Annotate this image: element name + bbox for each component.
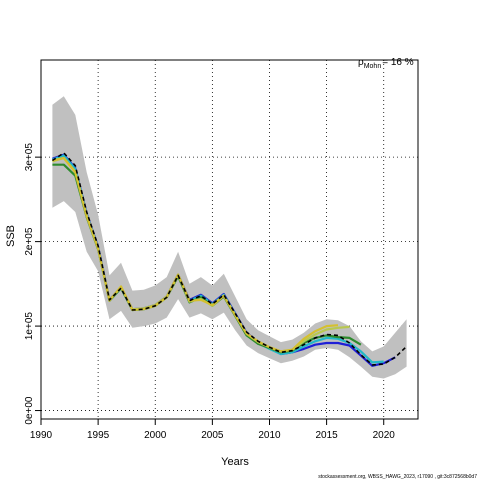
x-axis: 1990 1995 2000 2005 2010 2015 2020 (30, 419, 395, 441)
series-line-peel (52, 156, 339, 353)
x-tick-label: 2015 (315, 430, 338, 441)
x-tick-label: 2005 (201, 430, 224, 441)
y-axis: 0e+00 1e+05 2e+05 3e+05 (24, 143, 41, 425)
y-tick-label: 0e+00 (24, 396, 35, 425)
y-tick-label: 1e+05 (24, 312, 35, 341)
source-footnote: stockassessment.org, WBSS_HAWG_2023, r17… (318, 474, 477, 480)
x-tick-label: 2010 (258, 430, 281, 441)
rho-subscript: Mohn (364, 63, 382, 70)
rho-value: = 16 % (382, 57, 414, 68)
y-tick-label: 2e+05 (24, 227, 35, 256)
x-tick-label: 1995 (87, 430, 110, 441)
series-line-final (51, 152, 408, 366)
x-tick-label: 2000 (144, 430, 167, 441)
y-tick-label: 3e+05 (24, 143, 35, 172)
grid-lines (40, 60, 418, 419)
plot-frame (40, 59, 419, 420)
mohn-rho-annotation: ρMohn= 16 % (358, 57, 414, 70)
y-axis-title: SSB (5, 225, 17, 247)
series-layer (51, 152, 408, 367)
x-tick-label: 2020 (373, 430, 396, 441)
x-tick-label: 1990 (30, 430, 53, 441)
rho-symbol: ρ (358, 57, 364, 68)
x-axis-title: Years (221, 456, 249, 468)
